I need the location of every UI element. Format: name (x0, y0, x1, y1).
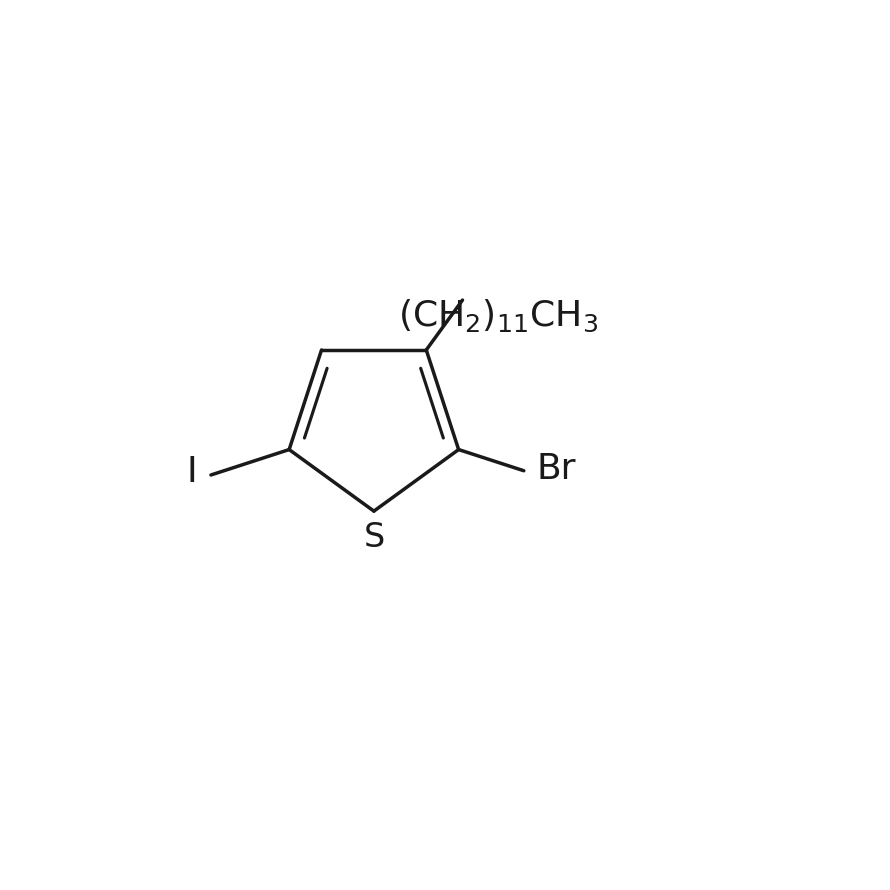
Text: I: I (186, 455, 197, 489)
Text: S: S (363, 521, 384, 554)
Text: (CH$_2$)$_{11}$CH$_3$: (CH$_2$)$_{11}$CH$_3$ (398, 297, 598, 334)
Text: Br: Br (537, 452, 577, 486)
